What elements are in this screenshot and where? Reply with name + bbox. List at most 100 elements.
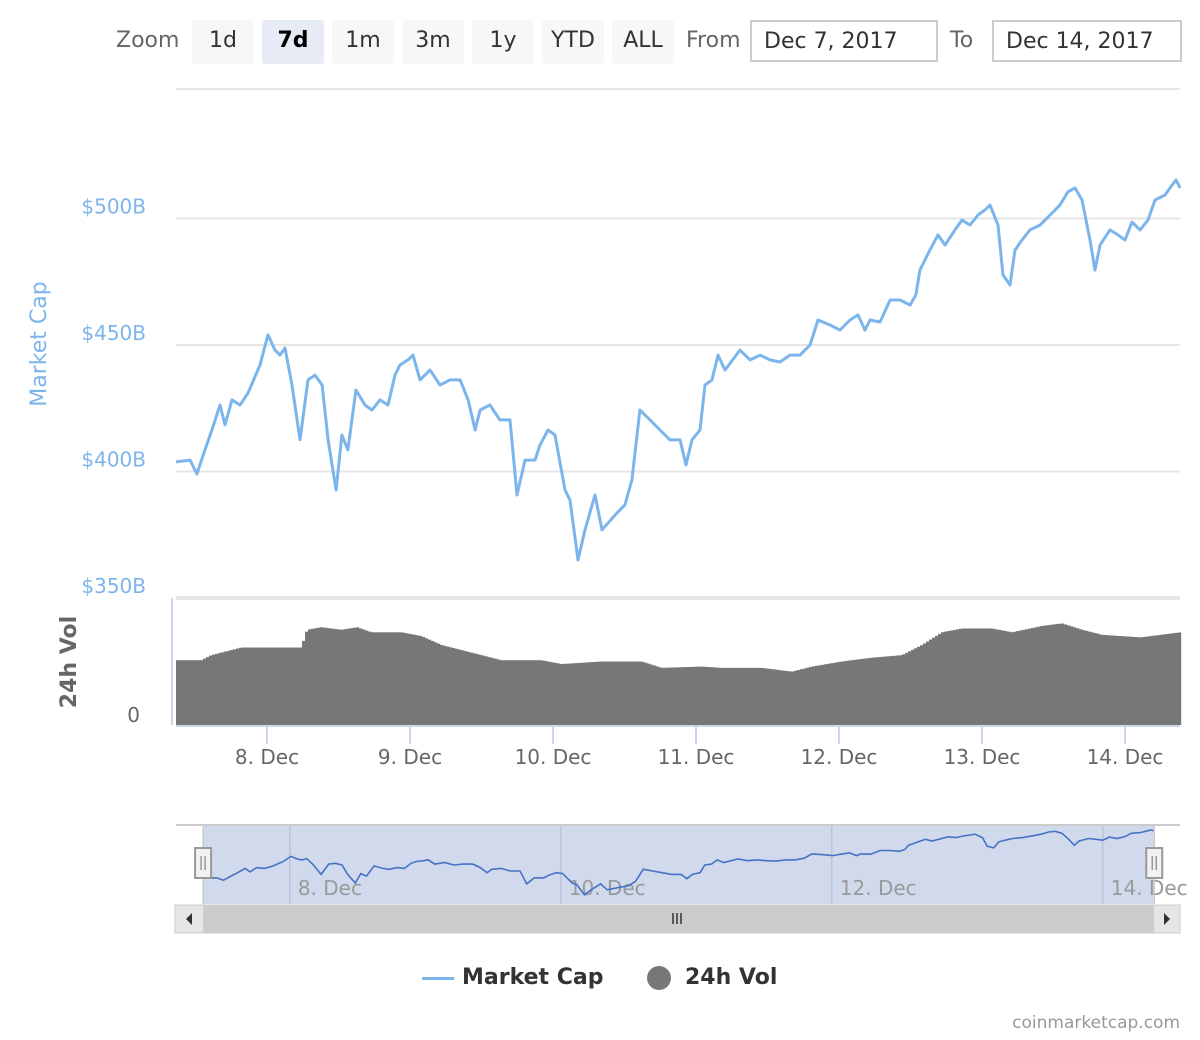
volume-bar [803,668,807,725]
volume-bar [893,655,897,725]
legend-item-24h-vol[interactable]: 24h Vol [647,965,777,990]
volume-bar [473,653,477,725]
volume-bar [269,647,273,725]
market-cap-legend-line-icon [422,976,454,980]
volume-bar [197,660,201,725]
volume-bar [188,660,192,725]
volume-bar [419,635,423,725]
y-tick-label: $450B [81,321,146,345]
volume-bar [794,670,798,725]
volume-bar [659,667,663,725]
volume-bar [224,651,228,725]
volume-bar [623,661,627,725]
volume-bar [971,628,975,725]
volume-bar [566,663,570,725]
volume-bar [599,661,603,725]
volume-bar [176,660,180,725]
volume-bar [761,667,765,725]
zoom-button-1y[interactable]: 1y [472,20,534,64]
volume-bar [323,627,327,725]
navigator-x-tick-label: 14. Dec [1111,876,1188,900]
volume-bar [881,656,885,725]
volume-bar [656,666,660,725]
zoom-button-1m[interactable]: 1m [332,20,394,64]
x-tick-label: 8. Dec [235,745,299,769]
navigator-left-handle[interactable] [194,847,213,879]
volume-bar [614,661,618,725]
volume-bar [1169,633,1173,725]
volume-bar [596,661,600,725]
volume-bar [572,663,576,725]
volume-axis-title: 24h Vol [57,616,82,708]
legend-item-market-cap[interactable]: Market Cap [422,965,603,990]
zoom-button-3m[interactable]: 3m [402,20,464,64]
volume-bar [833,662,837,725]
volume-bar [821,664,825,725]
volume-bar [245,647,249,725]
volume-bar [1007,631,1011,725]
volume-bar [713,667,717,725]
volume-bar [983,628,987,725]
zoom-button-all[interactable]: ALL [612,20,674,64]
volume-bar [434,642,438,725]
volume-bar [413,634,417,725]
volume-bar [908,651,912,725]
volume-bar [653,665,657,725]
volume-bar [302,640,306,725]
scroll-left-arrow-icon[interactable] [186,913,192,925]
volume-bar [560,664,564,725]
volume-bar [788,671,792,725]
volume-bar [1112,635,1116,725]
volume-bar [206,657,210,725]
volume-bar [437,643,441,725]
volume-bar [1172,633,1176,725]
volume-bar [440,644,444,725]
volume-bar [1070,626,1074,725]
volume-bar [809,666,813,725]
volume-bar [443,645,447,725]
volume-bar [191,660,195,725]
volume-bar [1082,630,1086,725]
volume-bar [482,655,486,725]
x-tick-label: 11. Dec [658,745,735,769]
volume-bar [1133,636,1137,725]
volume-bar [974,628,978,725]
navigator-selection-mask[interactable] [203,826,1155,904]
volume-bar [398,632,402,725]
x-tick-label: 14. Dec [1087,745,1164,769]
volume-bar [632,661,636,725]
volume-bar [308,629,312,725]
volume-bar [695,666,699,725]
volume-bar [1130,636,1134,725]
scrollbar-thumb[interactable] [203,905,1155,933]
zoom-button-ytd[interactable]: YTD [542,20,604,64]
from-date-input[interactable]: Dec 7, 2017 [750,20,938,62]
volume-bar [776,669,780,725]
scroll-right-arrow-icon[interactable] [1164,913,1170,925]
volume-bar [710,667,714,725]
volume-bar [263,647,267,725]
navigator[interactable]: 8. Dec 10. Dec 12. Dec 14. Dec [174,824,1188,934]
volume-bar [524,660,528,725]
volume-bar [647,663,651,725]
volume-bar [1175,632,1179,725]
credits-link[interactable]: coinmarketcap.com [1012,1013,1180,1033]
volume-bar [275,647,279,725]
volume-bar [824,664,828,725]
volume-bar [587,662,591,725]
volume-bar [689,666,693,725]
volume-bar [605,661,609,725]
volume-bar [764,668,768,725]
market-cap-chart: $350B $400B $450B $500B 0 8. Dec 9. Dec 10. De… [27,88,1188,934]
volume-bar [1100,634,1104,725]
volume-bar [716,667,720,725]
volume-bar [278,647,282,725]
volume-bar [839,661,843,725]
to-date-input[interactable]: Dec 14, 2017 [992,20,1182,62]
volume-bar [791,671,795,725]
zoom-button-7d[interactable]: 7d [262,20,324,64]
navigator-right-handle[interactable] [1145,847,1164,879]
zoom-button-1d[interactable]: 1d [192,20,254,64]
volume-bar [356,627,360,725]
volume-bar [875,657,879,725]
